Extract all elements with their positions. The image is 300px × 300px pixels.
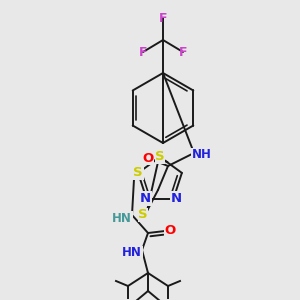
Text: S: S — [133, 167, 143, 179]
Text: N: N — [140, 192, 151, 205]
Text: F: F — [159, 11, 167, 25]
Text: NH: NH — [192, 148, 212, 161]
Text: F: F — [139, 46, 147, 59]
Text: N: N — [171, 192, 182, 205]
Text: O: O — [164, 224, 175, 236]
Text: F: F — [179, 46, 187, 59]
Text: S: S — [138, 208, 148, 221]
Text: S: S — [155, 151, 165, 164]
Text: HN: HN — [112, 212, 132, 224]
Text: O: O — [142, 152, 154, 164]
Text: HN: HN — [122, 247, 142, 260]
